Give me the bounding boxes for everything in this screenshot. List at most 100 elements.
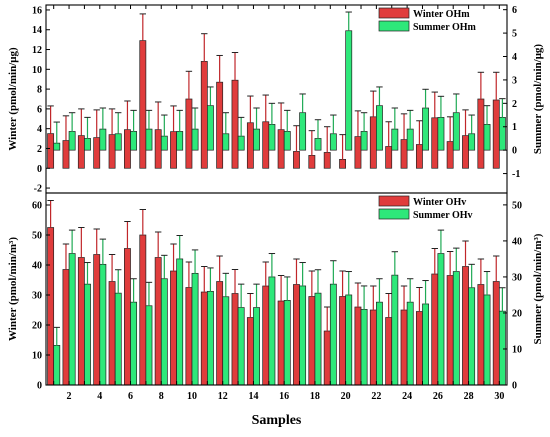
left-tick-label: 10 xyxy=(32,351,42,362)
bar-summer-ohv-11 xyxy=(207,290,214,386)
errorbar-summer-ohm-2 xyxy=(68,112,76,132)
bar-summer-ohm-28 xyxy=(468,133,476,151)
left-axis-title-top: Winter (pmol/min/μg) xyxy=(7,47,19,151)
bar-winter-ohm-29 xyxy=(477,98,485,169)
x-tick-label: 16 xyxy=(279,391,289,402)
bar-summer-ohm-17 xyxy=(299,112,307,151)
bar-winter-ohv-26 xyxy=(431,273,439,386)
x-tick-label: 28 xyxy=(464,391,474,402)
bar-winter-ohv-10 xyxy=(185,287,193,386)
errorbar-summer-ohv-26 xyxy=(437,229,445,254)
left-tick-label: 0 xyxy=(37,164,42,175)
x-tick-label: 24 xyxy=(402,391,412,402)
legend-swatch xyxy=(378,208,410,220)
right-tick-label: 5 xyxy=(512,29,517,40)
errorbar-summer-ohm-28 xyxy=(468,114,475,134)
errorbar-winter-ohv-1 xyxy=(47,200,54,228)
bar-winter-ohm-6 xyxy=(124,129,131,169)
bar-winter-ohm-13 xyxy=(231,79,239,169)
legend-top: Winter OHm Summer OHm xyxy=(378,7,477,33)
bar-summer-ohm-13 xyxy=(237,135,245,151)
errorbar-summer-ohm-10 xyxy=(191,107,199,130)
errorbar-winter-ohv-22 xyxy=(370,285,377,310)
right-axis-bottom: 0 10 20 30 40 50 xyxy=(503,200,522,392)
bar-winter-ohv-29 xyxy=(477,284,485,386)
bar-summer-ohm-23 xyxy=(391,128,399,151)
bar-summer-ohv-25 xyxy=(422,303,429,386)
errorbar-winter-ohm-5 xyxy=(108,108,116,135)
right-tick-label: 30 xyxy=(512,272,522,283)
errorbar-winter-ohv-5 xyxy=(108,254,116,282)
errorbar-summer-ohv-6 xyxy=(130,278,137,303)
x-tick-label: 30 xyxy=(494,391,504,402)
left-axis-bottom: 0 10 20 30 40 50 60 xyxy=(32,201,50,392)
errorbar-winter-ohv-24 xyxy=(400,285,408,310)
left-tick-label: 10 xyxy=(32,65,42,76)
bar-summer-ohm-1 xyxy=(53,142,61,151)
bar-winter-ohv-3 xyxy=(77,257,85,386)
errorbar-winter-ohv-11 xyxy=(201,266,208,292)
bar-winter-ohm-9 xyxy=(170,131,177,169)
errorbar-winter-ohv-17 xyxy=(293,258,300,285)
bar-summer-ohv-22 xyxy=(376,301,383,386)
errorbar-winter-ohm-2 xyxy=(62,115,70,141)
errorbar-summer-ohm-20 xyxy=(345,11,352,31)
left-tick-label: 4 xyxy=(37,124,42,135)
errorbar-winter-ohm-27 xyxy=(446,116,454,142)
errorbar-summer-ohm-22 xyxy=(376,86,383,106)
errorbar-summer-ohv-18 xyxy=(314,269,322,294)
errorbar-summer-ohm-26 xyxy=(437,95,445,118)
bar-summer-ohv-3 xyxy=(84,283,91,386)
errorbar-summer-ohm-23 xyxy=(391,107,399,130)
errorbar-winter-ohm-16 xyxy=(277,102,285,130)
right-tick-label: 40 xyxy=(512,236,522,247)
right-tick-label: 0 xyxy=(512,146,517,157)
errorbar-winter-ohm-11 xyxy=(201,33,208,62)
bar-summer-ohm-8 xyxy=(160,135,168,151)
bar-winter-ohv-2 xyxy=(62,269,70,386)
errorbar-summer-ohm-27 xyxy=(453,93,460,113)
bar-winter-ohv-5 xyxy=(108,281,116,386)
bar-winter-ohm-25 xyxy=(415,144,423,169)
bar-summer-ohv-13 xyxy=(237,307,245,386)
bar-summer-ohv-24 xyxy=(406,301,414,386)
errorbar-summer-ohm-24 xyxy=(406,109,414,130)
errorbar-summer-ohv-16 xyxy=(284,276,291,301)
bar-winter-ohm-8 xyxy=(154,129,162,169)
x-tick-label: 4 xyxy=(97,391,102,402)
errorbar-winter-ohm-1 xyxy=(47,105,54,134)
errorbar-summer-ohm-6 xyxy=(130,109,137,132)
bar-summer-ohm-25 xyxy=(422,107,429,151)
left-axis-title-bottom: Winter (pmol/min/m³) xyxy=(7,237,19,341)
bar-winter-ohm-24 xyxy=(400,139,408,169)
bar-summer-ohv-1 xyxy=(53,345,61,386)
errorbar-winter-ohv-4 xyxy=(93,228,100,255)
legend-label: Winter OHm xyxy=(413,9,470,20)
left-tick-label: 40 xyxy=(32,261,42,272)
bar-summer-ohv-10 xyxy=(191,272,199,386)
right-tick-label: 4 xyxy=(512,52,517,63)
errorbar-summer-ohm-1 xyxy=(53,121,60,144)
x-tick-label: 10 xyxy=(187,391,197,402)
bar-summer-ohv-27 xyxy=(452,271,460,386)
bar-summer-ohm-12 xyxy=(222,133,230,151)
legend-swatch xyxy=(378,7,410,19)
errorbar-summer-ohm-5 xyxy=(115,112,122,134)
bar-summer-ohv-21 xyxy=(360,309,368,386)
errorbar-winter-ohm-29 xyxy=(477,71,485,99)
bar-winter-ohm-2 xyxy=(62,140,70,169)
bar-summer-ohm-11 xyxy=(207,105,214,151)
errorbar-summer-ohv-8 xyxy=(161,254,168,279)
errorbar-summer-ohm-30 xyxy=(499,98,506,118)
errorbar-winter-ohv-29 xyxy=(477,258,485,285)
errorbar-winter-ohv-10 xyxy=(185,261,193,288)
x-axis-title: Samples xyxy=(252,413,302,428)
bar-summer-ohv-2 xyxy=(68,253,76,386)
x-tick-label: 12 xyxy=(218,391,228,402)
left-tick-label: 0 xyxy=(37,381,42,392)
right-tick-label: 2 xyxy=(512,99,517,110)
errorbar-winter-ohv-21 xyxy=(354,282,362,307)
errorbar-winter-ohv-28 xyxy=(462,240,469,267)
errorbar-winter-ohm-10 xyxy=(185,70,193,99)
